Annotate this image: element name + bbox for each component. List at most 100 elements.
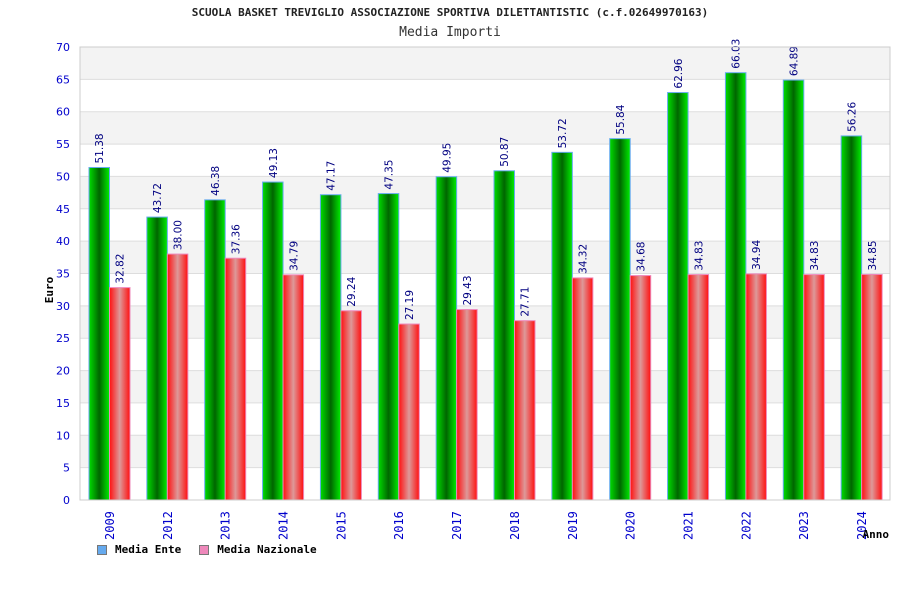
bar-media-ente [493,170,515,501]
y-tick-label: 45 [56,203,70,216]
y-tick-label: 55 [56,138,70,151]
data-label: 43.72 [152,183,164,213]
bar-media-ente [782,79,805,501]
y-tick-label: 25 [56,332,70,345]
bar-media-ente [667,92,689,501]
plot-frame [79,46,891,501]
y-tick-label: 15 [56,397,70,410]
grid-band [80,402,890,436]
legend-label: Media Ente [115,543,182,556]
data-label: 66.03 [731,39,743,69]
data-label: 34.83 [809,241,821,271]
data-label: 27.19 [404,290,416,320]
data-label: 47.17 [326,161,338,191]
bar-media-nazionale [109,287,131,501]
bar-media-ente [609,138,631,501]
legend-label: Media Nazionale [217,543,317,556]
x-tick-label: 2024 [855,511,869,540]
x-tick-label: 2023 [797,511,811,540]
data-label: 46.38 [210,166,222,196]
grid-band [80,111,890,145]
x-tick-label: 2020 [624,511,638,540]
bar-media-ente [435,176,458,501]
bar-media-ente [319,194,342,501]
data-label: 34.94 [751,240,763,270]
data-label: 55.84 [615,104,627,134]
data-label: 34.85 [867,240,879,270]
y-tick-label: 35 [56,268,70,281]
grid-band [80,208,890,242]
bar-media-ente [551,151,573,501]
data-label: 50.87 [499,137,511,167]
bar-media-nazionale [282,274,305,501]
data-label: 62.96 [673,58,685,88]
y-tick-label: 65 [56,73,70,86]
x-tick-label: 2021 [682,511,696,540]
y-tick-label: 50 [56,170,70,183]
bar-media-nazionale [398,323,420,501]
grid-band [80,370,890,403]
grid-band [80,273,890,306]
y-tick-label: 30 [56,300,70,313]
grid-band [80,305,890,339]
legend: Media Ente Media Nazionale [97,543,317,556]
bar-media-nazionale [340,310,362,501]
data-label: 51.38 [94,133,106,163]
y-tick-label: 10 [56,429,70,442]
bar-media-nazionale [456,309,478,501]
data-label: 49.95 [441,143,453,173]
x-tick-label: 2015 [334,511,348,540]
grid-band [80,176,890,209]
bar-media-nazionale [629,275,652,501]
x-tick-label: 2022 [739,511,753,540]
data-label: 37.36 [230,224,242,254]
data-label: 34.68 [635,242,647,272]
y-axis-label: Euro [43,276,56,303]
data-label: 29.43 [462,275,474,305]
x-tick-label: 2012 [161,511,175,540]
data-label: 64.89 [789,46,801,76]
x-tick-label: 2019 [566,511,580,540]
x-tick-label: 2016 [392,511,406,540]
grid-band [80,435,890,468]
chart-subtitle: Media Importi [399,25,501,40]
bar-media-nazionale [514,320,536,501]
bar-media-nazionale [745,273,767,501]
legend-swatch [97,544,107,555]
bar-media-nazionale [166,253,189,501]
bar-media-ente [840,135,863,501]
data-label: 27.71 [520,287,532,317]
bar-media-ente [724,72,747,501]
legend-swatch [199,544,210,555]
y-tick-label: 70 [56,41,70,54]
data-label: 32.82 [115,254,127,284]
bar-media-nazionale [803,274,825,501]
bar-media-nazionale [687,274,710,501]
grid-band [80,47,890,80]
y-tick-label: 20 [56,365,70,378]
data-label: 38.00 [173,220,185,250]
bar-media-ente [377,193,400,501]
bar-media-ente [204,199,226,501]
legend-item-media-nazionale: Media Nazionale [199,543,317,556]
bar-media-nazionale [224,257,247,501]
bar-media-ente [88,166,110,501]
grid-band [80,338,890,371]
bar-media-ente [146,216,168,501]
bar-media-nazionale [571,277,594,501]
grid-band [80,241,890,274]
data-label: 56.26 [846,102,858,132]
grid-band [80,144,890,177]
x-tick-label: 2018 [508,511,522,540]
data-label: 29.24 [346,276,358,306]
y-tick-label: 40 [56,235,70,248]
chart-title: SCUOLA BASKET TREVIGLIO ASSOCIAZIONE SPO… [191,6,709,19]
data-label: 49.13 [268,148,280,178]
x-tick-label: 2017 [450,511,464,540]
data-label: 47.35 [384,160,396,190]
data-label: 34.32 [578,244,590,274]
data-label: 34.83 [693,241,705,271]
grid-band [80,467,890,500]
grid-band [80,79,890,112]
